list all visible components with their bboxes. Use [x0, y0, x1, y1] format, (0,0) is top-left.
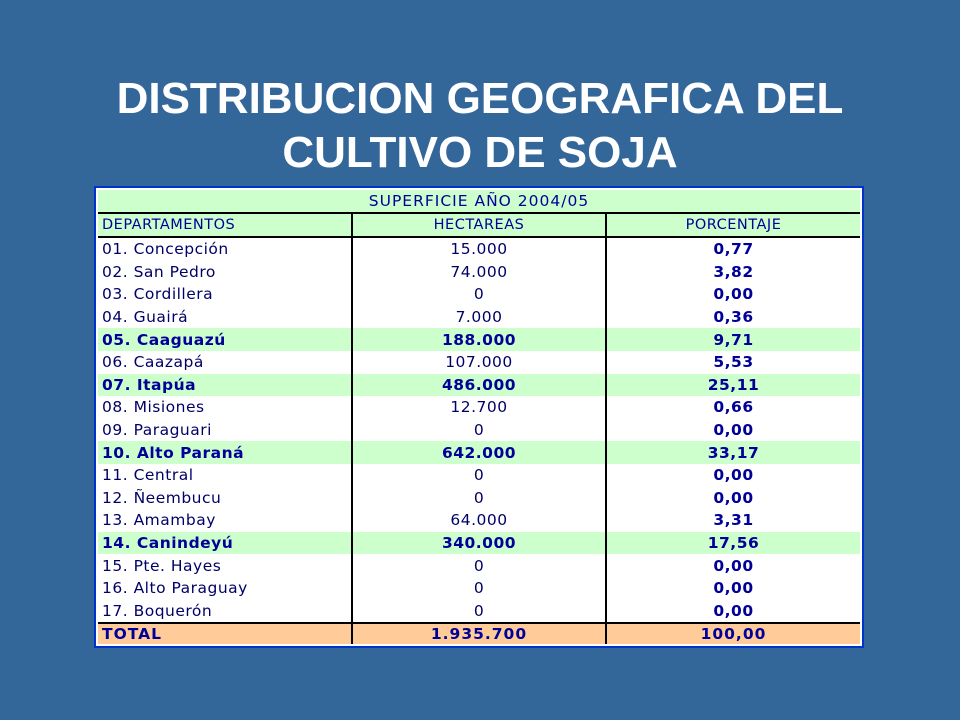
porcentaje-cell: 0,00 [713, 556, 754, 575]
table-row: 05. Caaguazú 188.000 9,71 [98, 328, 860, 351]
hectareas-cell: 642.000 [352, 441, 607, 464]
table-row: 10. Alto Paraná 642.000 33,17 [98, 441, 860, 464]
column-header-hectareas: HECTAREAS [352, 213, 607, 238]
total-hectareas: 1.935.700 [352, 622, 607, 645]
table-row: 09. Paraguari 0 0,00 [98, 418, 860, 442]
porcentaje-cell: 3,82 [713, 262, 754, 281]
table-row: 06. Caazapá 107.000 5,53 [98, 350, 860, 374]
table-row: 08. Misiones 12.700 0,66 [98, 396, 860, 419]
hectareas-cell: 188.000 [352, 328, 607, 351]
porcentaje-cell: 0,00 [713, 601, 754, 620]
table-row: 01. Concepción 15.000 0,77 [98, 237, 860, 261]
table-row: 03. Cordillera 0 0,00 [98, 283, 860, 306]
hectareas-cell: 12.700 [352, 396, 607, 419]
departamento-cell: 10. Alto Paraná [98, 441, 353, 464]
departamento-cell: 16. Alto Paraguay [98, 576, 353, 600]
title-line-1: DISTRIBUCION GEOGRAFICA DEL [116, 74, 844, 123]
column-header-row: DEPARTAMENTOS HECTAREAS PORCENTAJE [98, 213, 860, 238]
hectareas-cell: 340.000 [352, 531, 607, 555]
departamento-cell: 03. Cordillera [98, 283, 353, 306]
departamento-cell: 04. Guairá [98, 305, 353, 329]
porcentaje-cell: 0,00 [713, 285, 754, 304]
soy-distribution-table: SUPERFICIE AÑO 2004/05 DEPARTAMENTOS HEC… [94, 186, 864, 648]
departamento-cell: 15. Pte. Hayes [98, 554, 353, 577]
departamento-cell: 02. San Pedro [98, 260, 353, 284]
hectareas-cell: 0 [352, 463, 607, 487]
total-label: TOTAL [98, 622, 353, 645]
total-porcentaje: 100,00 [606, 622, 860, 645]
table-row: 14. Canindeyú 340.000 17,56 [98, 531, 860, 555]
table-row: 17. Boquerón 0 0,00 [98, 599, 860, 624]
column-header-departamentos: DEPARTAMENTOS [98, 213, 353, 238]
departamento-cell: 13. Amambay [98, 509, 353, 532]
hectareas-cell: 0 [352, 576, 607, 600]
porcentaje-cell: 3,31 [713, 511, 754, 530]
hectareas-cell: 7.000 [352, 305, 607, 329]
hectareas-cell: 0 [352, 283, 607, 306]
hectareas-cell: 0 [352, 418, 607, 442]
table-row: 12. Ñeembucu 0 0,00 [98, 486, 860, 510]
departamento-cell: 14. Canindeyú [98, 531, 353, 555]
total-row: TOTAL 1.935.700 100,00 [98, 622, 860, 645]
porcentaje-cell: 0,66 [713, 398, 754, 417]
departamento-cell: 08. Misiones [98, 396, 353, 419]
hectareas-cell: 74.000 [352, 260, 607, 284]
porcentaje-cell: 0,00 [713, 488, 754, 507]
departamento-cell: 11. Central [98, 463, 353, 487]
porcentaje-cell: 0,36 [713, 308, 754, 327]
title-line-2: CULTIVO DE SOJA [282, 128, 678, 177]
porcentaje-cell: 0,00 [713, 466, 754, 485]
porcentaje-cell: 0,00 [713, 579, 754, 598]
table-row: 04. Guairá 7.000 0,36 [98, 305, 860, 329]
hectareas-cell: 0 [352, 486, 607, 510]
departamento-cell: 09. Paraguari [98, 418, 353, 442]
porcentaje-cell: 5,53 [713, 353, 754, 372]
super-header: SUPERFICIE AÑO 2004/05 [98, 190, 860, 214]
porcentaje-cell: 0,00 [713, 421, 754, 440]
porcentaje-cell: 0,77 [713, 240, 754, 259]
porcentaje-cell: 25,11 [606, 373, 860, 397]
table-row: 07. Itapúa 486.000 25,11 [98, 373, 860, 397]
table-row: 11. Central 0 0,00 [98, 463, 860, 487]
table-row: 02. San Pedro 74.000 3,82 [98, 260, 860, 284]
hectareas-cell: 486.000 [352, 373, 607, 397]
departamento-cell: 05. Caaguazú [98, 328, 353, 351]
departamento-cell: 01. Concepción [98, 237, 353, 261]
data-table: SUPERFICIE AÑO 2004/05 DEPARTAMENTOS HEC… [98, 190, 860, 645]
porcentaje-cell: 9,71 [606, 328, 860, 351]
slide-title: DISTRIBUCION GEOGRAFICA DEL CULTIVO DE S… [0, 72, 960, 180]
departamento-cell: 07. Itapúa [98, 373, 353, 397]
departamento-cell: 17. Boquerón [98, 599, 353, 624]
table-row: 16. Alto Paraguay 0 0,00 [98, 576, 860, 600]
table-row: 15. Pte. Hayes 0 0,00 [98, 554, 860, 577]
hectareas-cell: 0 [352, 599, 607, 624]
hectareas-cell: 15.000 [352, 237, 607, 261]
hectareas-cell: 107.000 [352, 350, 607, 374]
super-header-row: SUPERFICIE AÑO 2004/05 [98, 190, 860, 214]
departamento-cell: 12. Ñeembucu [98, 486, 353, 510]
hectareas-cell: 0 [352, 554, 607, 577]
hectareas-cell: 64.000 [352, 509, 607, 532]
column-header-porcentaje: PORCENTAJE [606, 213, 860, 238]
departamento-cell: 06. Caazapá [98, 350, 353, 374]
table-row: 13. Amambay 64.000 3,31 [98, 509, 860, 532]
porcentaje-cell: 33,17 [606, 441, 860, 464]
porcentaje-cell: 17,56 [606, 531, 860, 555]
